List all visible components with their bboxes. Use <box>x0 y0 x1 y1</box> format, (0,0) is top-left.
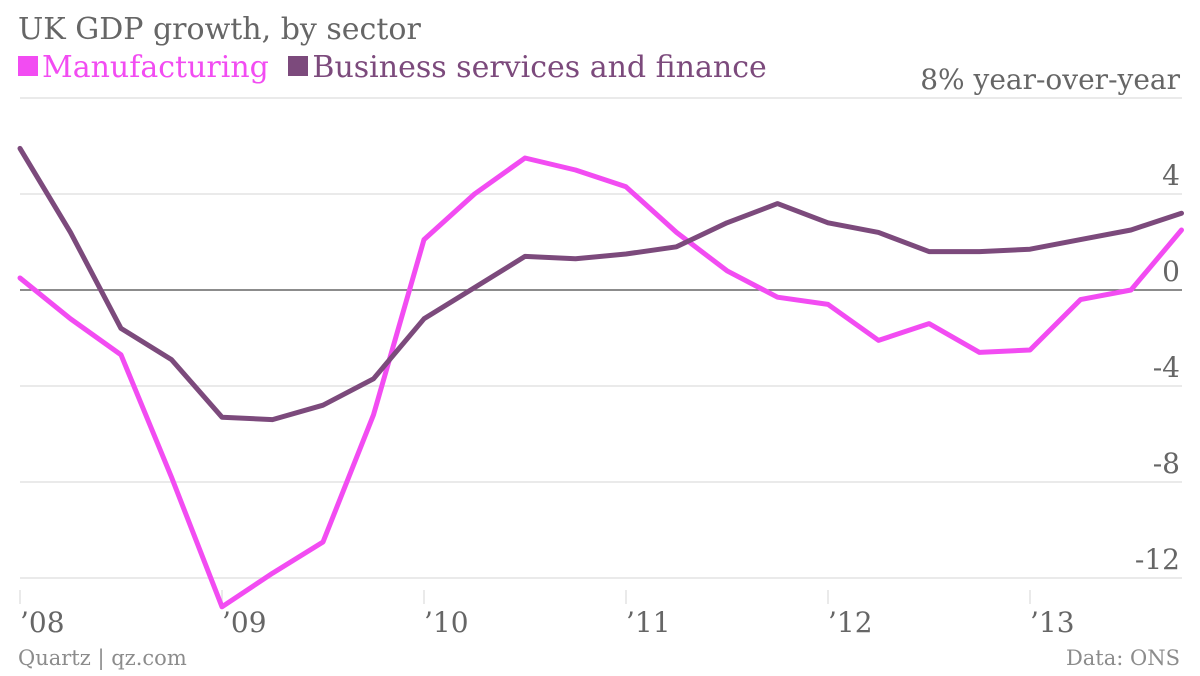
x-tick-label: ’08 <box>20 606 65 639</box>
legend: Manufacturing Business services and fina… <box>18 50 777 85</box>
legend-item-manufacturing: Manufacturing <box>18 50 269 85</box>
x-tick-label: ’10 <box>424 606 469 639</box>
series-layer <box>17 145 1184 610</box>
series-line-manufacturing <box>17 155 1184 610</box>
y-tick-label: -12 <box>1135 543 1180 576</box>
y-tick-label: -8 <box>1153 447 1180 480</box>
y-tick-label: 0 <box>1162 255 1180 288</box>
x-tick-label: ’12 <box>828 606 873 639</box>
x-tick-label: ’13 <box>1030 606 1075 639</box>
x-tick-label: ’09 <box>222 606 267 639</box>
series-line-business-services <box>17 145 1184 423</box>
y-tick-label: 8% year-over-year <box>920 63 1180 96</box>
legend-swatch-manufacturing <box>18 56 38 76</box>
legend-swatch-business-services <box>288 56 309 76</box>
footer-source-right: Data: ONS <box>1065 646 1180 670</box>
label-layer: 8% year-over-year 4 0 -4 -8 -12 ’08 ’09 ’10 ’11 ’1… <box>20 63 1181 639</box>
y-tick-label: 4 <box>1162 159 1180 192</box>
legend-label-business-services: Business services and finance <box>312 50 767 85</box>
y-tick-label: -4 <box>1153 351 1180 384</box>
grid-layer <box>19 97 1182 604</box>
legend-label-manufacturing: Manufacturing <box>42 50 269 85</box>
chart-title: UK GDP growth, by sector <box>18 12 421 47</box>
footer-source-left: Quartz | qz.com <box>18 646 187 670</box>
legend-item-business-services: Business services and finance <box>288 50 767 85</box>
x-tick-label: ’11 <box>626 606 671 639</box>
